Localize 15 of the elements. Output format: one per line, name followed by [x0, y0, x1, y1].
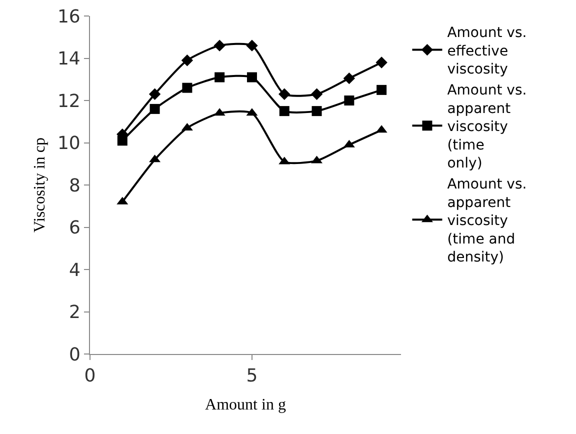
- y-tick-label: 0: [68, 344, 80, 366]
- legend-label: Amount vs. apparent viscosity (time only): [447, 82, 527, 172]
- y-tick-label: 16: [57, 6, 80, 28]
- legend-label: Amount vs. effective viscosity: [447, 25, 527, 78]
- x-axis-title: Amount in g: [205, 396, 286, 414]
- legend-label: Amount vs. apparent viscosity (time and density): [447, 176, 527, 266]
- y-tick-label: 4: [68, 260, 80, 281]
- y-tick-label: 8: [68, 175, 80, 196]
- y-tick-label: 2: [68, 302, 80, 324]
- y-tick-label: 12: [57, 90, 80, 112]
- y-axis-title: Viscosity in cp: [31, 137, 48, 233]
- y-tick-label: 10: [57, 133, 80, 154]
- y-tick-label: 6: [68, 218, 80, 239]
- x-tick-label: 5: [246, 366, 258, 387]
- y-tick-label: 14: [57, 48, 80, 70]
